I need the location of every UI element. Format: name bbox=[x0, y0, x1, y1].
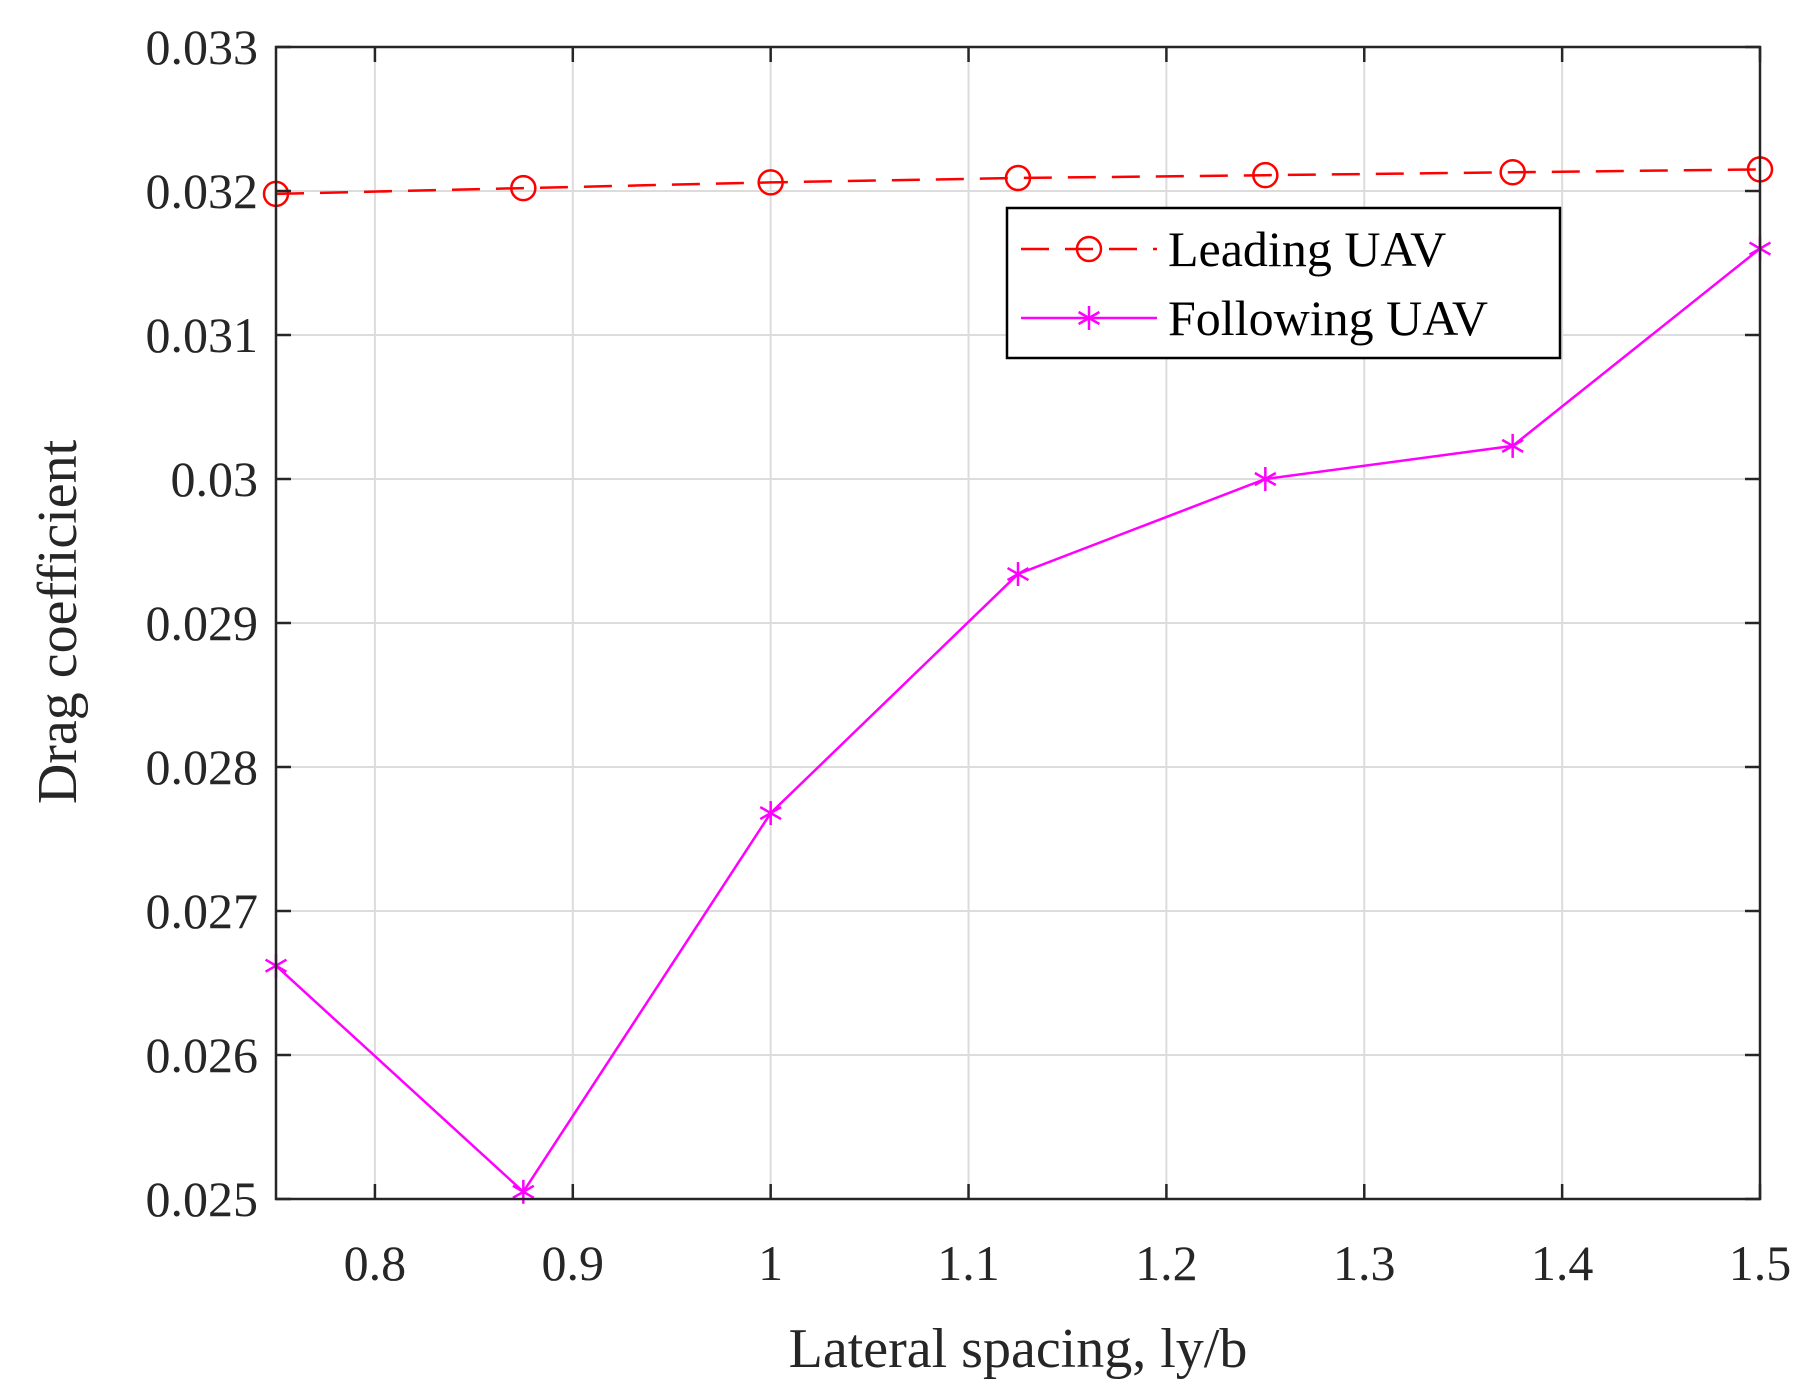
x-tick-label: 0.8 bbox=[344, 1235, 407, 1291]
y-axis-label: Drag coefficient bbox=[27, 439, 89, 804]
x-tick-label: 0.9 bbox=[542, 1235, 605, 1291]
x-axis-label: Lateral spacing, ly/b bbox=[789, 1318, 1248, 1380]
y-tick-label: 0.027 bbox=[146, 883, 259, 939]
y-tick-label: 0.033 bbox=[146, 19, 259, 75]
data-point-leading bbox=[1499, 159, 1526, 186]
x-tick-label: 1.3 bbox=[1333, 1235, 1396, 1291]
series-line-leading bbox=[275, 168, 1761, 196]
legend-marker-following bbox=[1077, 306, 1101, 330]
x-tick-label: 1.2 bbox=[1135, 1235, 1198, 1291]
x-tick-label: 1.1 bbox=[937, 1235, 1000, 1291]
data-point-leading bbox=[757, 169, 784, 196]
legend: Leading UAV Following UAV bbox=[1005, 206, 1562, 360]
y-tick-label: 0.026 bbox=[146, 1027, 259, 1083]
legend-entry-following: Following UAV bbox=[1021, 290, 1488, 346]
x-tick-label: 1 bbox=[758, 1235, 783, 1291]
y-tick-label: 0.028 bbox=[146, 739, 259, 795]
legend-entry-leading: Leading UAV bbox=[1021, 221, 1446, 277]
data-point-leading bbox=[510, 174, 537, 202]
data-point-following bbox=[1006, 562, 1030, 587]
y-tick-label: 0.032 bbox=[146, 163, 259, 219]
axis-ticks bbox=[276, 45, 1762, 1201]
y-tick-label: 0.031 bbox=[146, 307, 259, 363]
data-point-following bbox=[1501, 433, 1524, 458]
legend-marker-leading bbox=[1075, 235, 1103, 263]
x-tick-label: 1.5 bbox=[1729, 1235, 1792, 1291]
legend-label-leading: Leading UAV bbox=[1168, 221, 1446, 277]
legend-box bbox=[1005, 206, 1562, 360]
y-tick-label: 0.029 bbox=[146, 595, 259, 651]
x-tick-label: 1.4 bbox=[1531, 1235, 1594, 1291]
y-tick-label: 0.025 bbox=[146, 1171, 259, 1227]
legend-label-following: Following UAV bbox=[1168, 290, 1488, 346]
data-point-following bbox=[1254, 467, 1277, 491]
data-point-following bbox=[759, 801, 782, 826]
data-point-leading bbox=[1252, 161, 1279, 189]
legend-entries: Leading UAV Following UAV bbox=[1021, 221, 1488, 346]
y-tick-label: 0.03 bbox=[171, 451, 259, 507]
data-point-leading bbox=[1004, 164, 1032, 192]
tick-labels: 0.8 0.9 1 1.1 1.2 1.3 1.4 1.5 0.025 0.026 0.027 0.0… bbox=[146, 19, 1792, 1291]
